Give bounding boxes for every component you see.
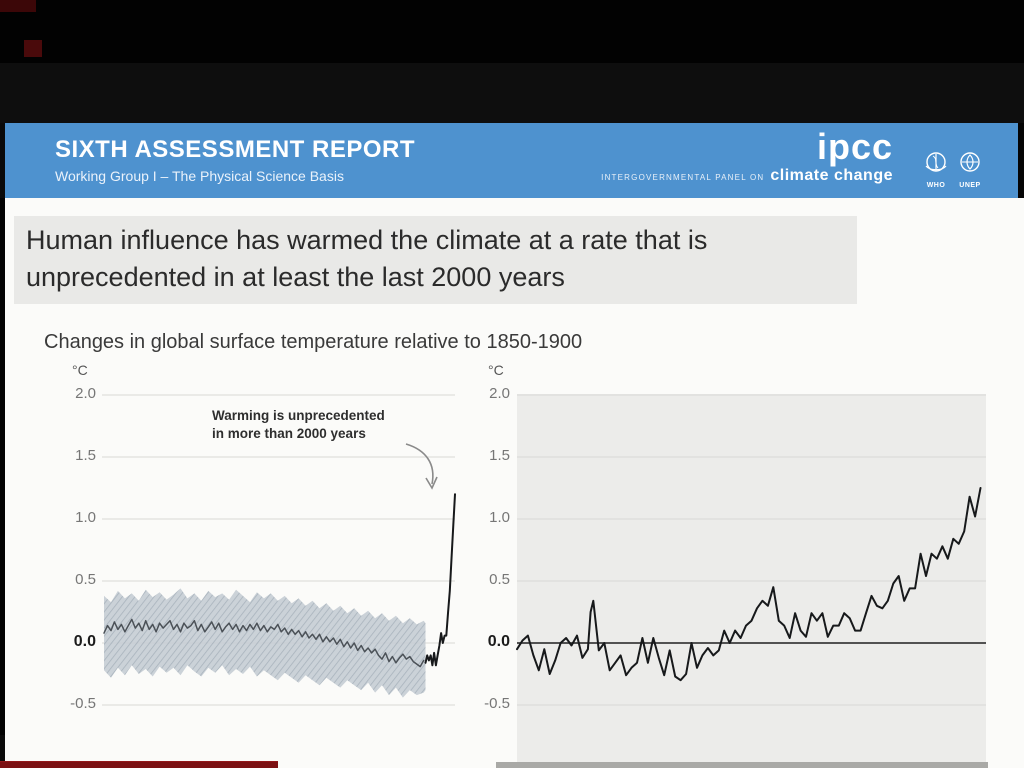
observed-warming-spike xyxy=(424,493,456,667)
y-tick-label: 2.0 xyxy=(489,385,510,402)
y-tick-label: -0.5 xyxy=(70,695,96,712)
slide-headline-line1: Human influence has warmed the climate a… xyxy=(26,225,708,255)
plot-background xyxy=(517,394,986,763)
chart-annotation-line1: Warming is unprecedented xyxy=(212,408,385,423)
y-tick-label: 1.5 xyxy=(75,447,96,464)
y-tick-label: 2.0 xyxy=(75,385,96,402)
chart-caption: Changes in global surface temperature re… xyxy=(44,331,583,353)
left-chart-paleo-reconstruction xyxy=(102,394,456,706)
who-label: WHO xyxy=(926,182,946,189)
slide-headline-box: Human influence has warmed the climate a… xyxy=(14,216,857,304)
ipcc-tagline-small: INTERGOVERNMENTAL PANEL ON xyxy=(601,173,765,182)
left-edge-strip-bottom xyxy=(0,735,5,762)
recording-red-mark-top xyxy=(0,0,36,12)
observed-annual-temperature xyxy=(516,487,982,682)
paleo-reconstruction-median xyxy=(103,618,425,668)
y-tick-label: 0.0 xyxy=(73,633,96,650)
y-tick-label: 0.5 xyxy=(489,571,510,588)
left-chart-unit-label: °C xyxy=(72,362,88,378)
report-header-bar: SIXTH ASSESSMENT REPORT Working Group I … xyxy=(5,123,1018,198)
upper-dark-band xyxy=(0,63,1024,123)
reconstructed-uncertainty-band xyxy=(104,588,426,698)
ipcc-logo: ipcc INTERGOVERNMENTAL PANEL ON climate c… xyxy=(601,129,893,185)
annotation-arrow-icon xyxy=(405,443,438,490)
report-subtitle: Working Group I – The Physical Science B… xyxy=(55,168,344,184)
chart-annotation: Warming is unprecedented in more than 20… xyxy=(212,407,385,443)
ipcc-tagline-large: climate change xyxy=(770,167,893,184)
left-edge-strip xyxy=(0,123,5,198)
report-title: SIXTH ASSESSMENT REPORT xyxy=(55,136,415,163)
y-tick-label: 1.0 xyxy=(489,509,510,526)
right-edge-strip xyxy=(1018,123,1024,237)
y-tick-label: 0.5 xyxy=(75,571,96,588)
unep-label: UNEP xyxy=(959,182,981,189)
y-tick-label: 1.0 xyxy=(75,509,96,526)
chart-bottom-edge-strip xyxy=(496,762,988,768)
ipcc-logo-tagline: INTERGOVERNMENTAL PANEL ON climate change xyxy=(601,167,893,185)
recording-red-mark-square xyxy=(24,40,42,57)
chart-annotation-line2: in more than 2000 years xyxy=(212,425,366,441)
recording-red-bar xyxy=(0,761,278,768)
y-tick-label: -0.5 xyxy=(484,695,510,712)
who-emblem-icon xyxy=(923,152,949,180)
y-tick-label: 0.0 xyxy=(487,633,510,650)
right-chart-y-axis: 2.0 1.5 1.0 0.5 0.0 -0.5 xyxy=(466,0,510,768)
top-black-band xyxy=(0,0,1024,63)
who-logo: WHO xyxy=(923,150,949,189)
left-chart-y-axis: 2.0 1.5 1.0 0.5 0.0 -0.5 xyxy=(52,0,96,768)
unep-emblem-icon xyxy=(957,152,983,180)
unep-logo: UNEP xyxy=(957,150,983,189)
slide-headline-line2: unprecedented in at least the last 2000 … xyxy=(26,262,565,293)
ipcc-logo-word: ipcc xyxy=(816,126,893,167)
y-tick-label: 1.5 xyxy=(489,447,510,464)
right-chart-unit-label: °C xyxy=(488,362,504,378)
right-chart-observed-warming xyxy=(516,394,986,763)
